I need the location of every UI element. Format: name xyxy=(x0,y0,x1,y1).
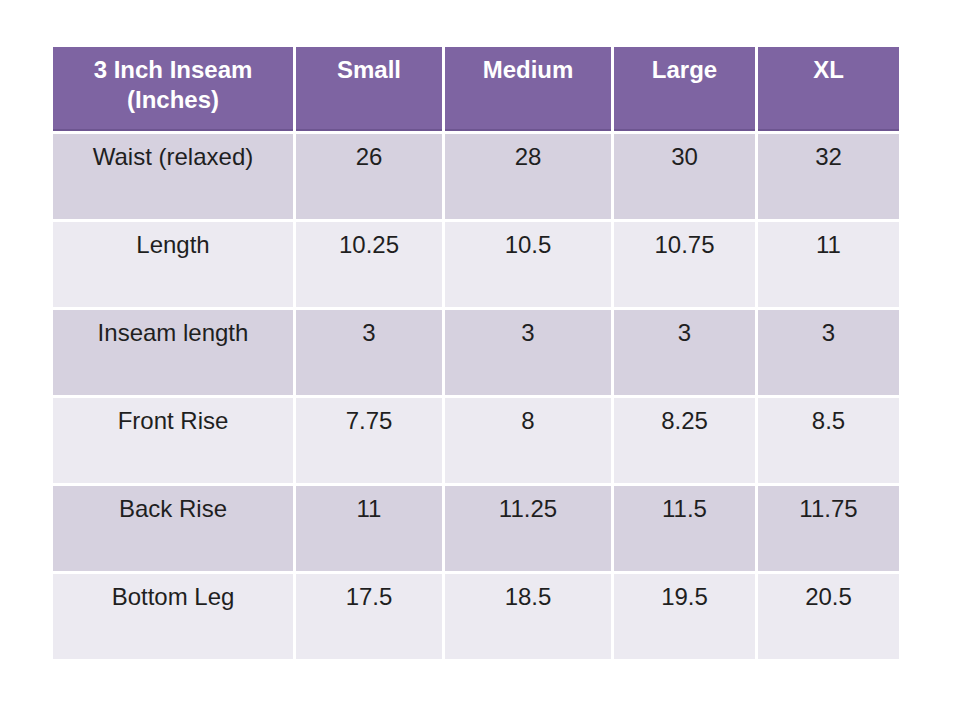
table-cell: 3 xyxy=(614,310,755,395)
row-label: Bottom Leg xyxy=(53,574,293,659)
table-cell: 7.75 xyxy=(296,398,442,483)
table-cell: 11.5 xyxy=(614,486,755,571)
table-cell: 3 xyxy=(296,310,442,395)
header-cell-xl: XL xyxy=(758,47,899,131)
table-row-bottom-leg: Bottom Leg 17.5 18.5 19.5 20.5 xyxy=(53,574,899,659)
table-cell: 3 xyxy=(445,310,611,395)
table-row-length: Length 10.25 10.5 10.75 11 xyxy=(53,222,899,307)
table-cell: 10.5 xyxy=(445,222,611,307)
table-cell: 20.5 xyxy=(758,574,899,659)
table-cell: 19.5 xyxy=(614,574,755,659)
header-cell-measurement: 3 Inch Inseam (Inches) xyxy=(53,47,293,131)
table-row-back-rise: Back Rise 11 11.25 11.5 11.75 xyxy=(53,486,899,571)
row-label: Length xyxy=(53,222,293,307)
row-label: Back Rise xyxy=(53,486,293,571)
row-label: Waist (relaxed) xyxy=(53,134,293,219)
table-cell: 8.25 xyxy=(614,398,755,483)
table-cell: 18.5 xyxy=(445,574,611,659)
table-row-waist: Waist (relaxed) 26 28 30 32 xyxy=(53,134,899,219)
table-cell: 11.75 xyxy=(758,486,899,571)
header-cell-large: Large xyxy=(614,47,755,131)
table-cell: 11.25 xyxy=(445,486,611,571)
header-row: 3 Inch Inseam (Inches) Small Medium Larg… xyxy=(53,47,899,131)
table-row-front-rise: Front Rise 7.75 8 8.25 8.5 xyxy=(53,398,899,483)
size-chart-table: 3 Inch Inseam (Inches) Small Medium Larg… xyxy=(50,44,902,662)
table-cell: 10.75 xyxy=(614,222,755,307)
table-cell: 10.25 xyxy=(296,222,442,307)
table-cell: 3 xyxy=(758,310,899,395)
table-cell: 11 xyxy=(296,486,442,571)
table-cell: 26 xyxy=(296,134,442,219)
table-cell: 11 xyxy=(758,222,899,307)
table-row-inseam-length: Inseam length 3 3 3 3 xyxy=(53,310,899,395)
row-label: Inseam length xyxy=(53,310,293,395)
table-cell: 28 xyxy=(445,134,611,219)
slide-canvas: 3 Inch Inseam (Inches) Small Medium Larg… xyxy=(0,0,960,720)
table-cell: 17.5 xyxy=(296,574,442,659)
row-label: Front Rise xyxy=(53,398,293,483)
header-cell-small: Small xyxy=(296,47,442,131)
table-cell: 8.5 xyxy=(758,398,899,483)
header-cell-medium: Medium xyxy=(445,47,611,131)
table-cell: 30 xyxy=(614,134,755,219)
table-cell: 8 xyxy=(445,398,611,483)
table-cell: 32 xyxy=(758,134,899,219)
